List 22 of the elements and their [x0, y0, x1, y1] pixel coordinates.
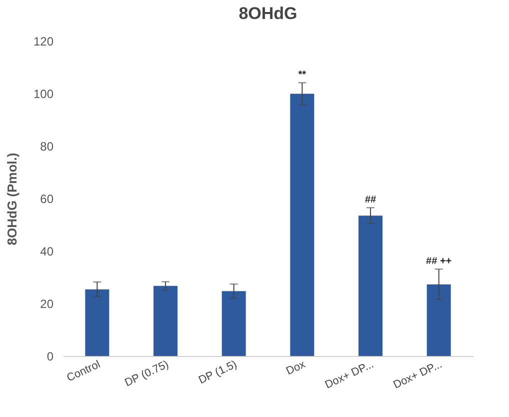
bar: [222, 291, 246, 356]
annotation: **: [298, 70, 306, 81]
x-tick-label: Dox+ DP...: [323, 358, 376, 392]
bar: [358, 216, 382, 356]
y-axis-title: 8OHdG (Pmol.): [4, 152, 20, 246]
x-tick-label: DP (1.5): [196, 358, 239, 387]
annotation: ##: [364, 194, 376, 206]
annotation: ## ++: [426, 256, 452, 268]
y-tick-label: 20: [40, 297, 54, 311]
y-tick-label: 120: [33, 34, 54, 48]
y-tick-label: 0: [46, 350, 54, 364]
bar: [426, 284, 451, 356]
bar: [85, 289, 110, 356]
bar: [154, 286, 178, 356]
x-tick-label: Dox+ DP...: [392, 358, 444, 392]
y-tick-label: 40: [40, 244, 54, 258]
y-tick-label: 80: [40, 140, 54, 154]
x-tick-label: Dox: [284, 358, 308, 378]
bar: [290, 94, 314, 356]
y-tick-label: 60: [40, 192, 54, 206]
chart-title: 8OHdG: [238, 4, 298, 23]
y-tick-label: 100: [33, 87, 54, 101]
